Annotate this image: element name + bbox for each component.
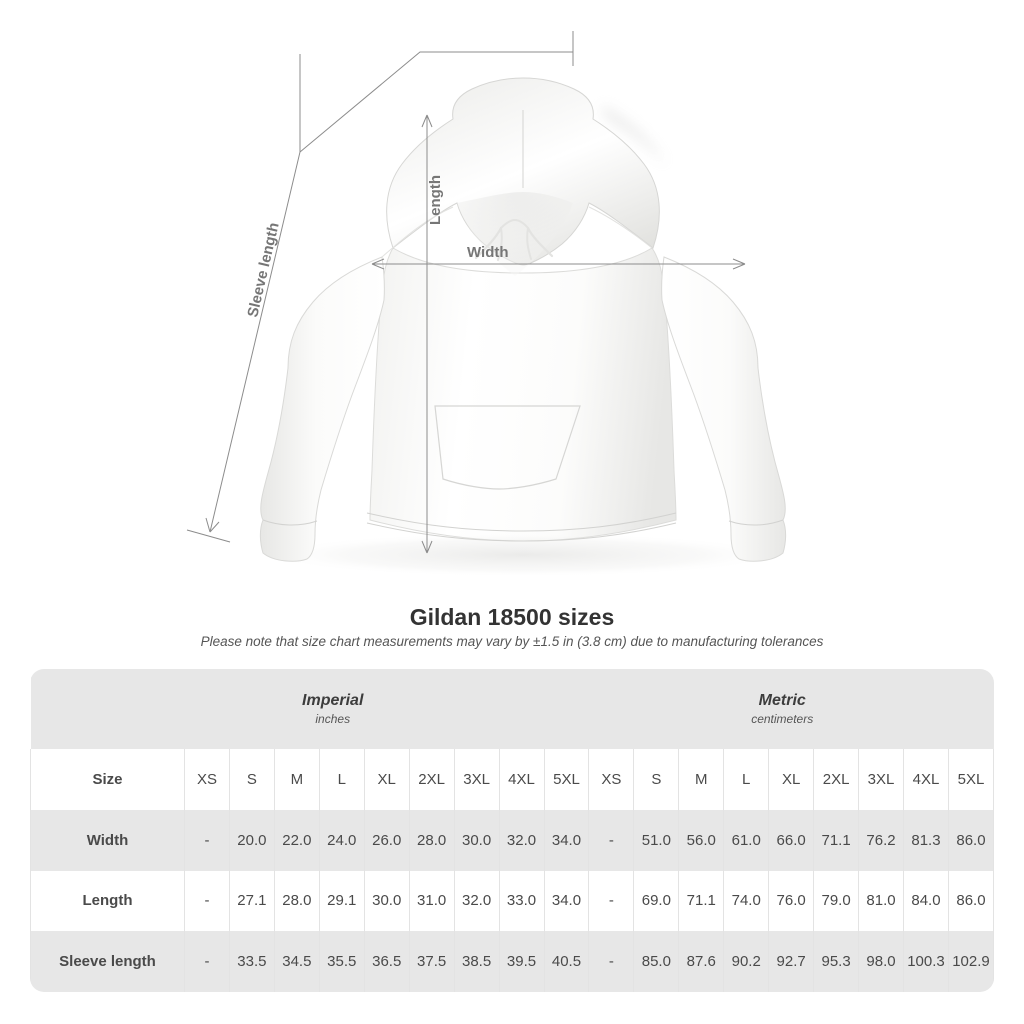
svg-text:Sleeve length: Sleeve length xyxy=(244,221,282,319)
svg-text:Length: Length xyxy=(427,175,444,225)
svg-text:Width: Width xyxy=(467,244,509,261)
